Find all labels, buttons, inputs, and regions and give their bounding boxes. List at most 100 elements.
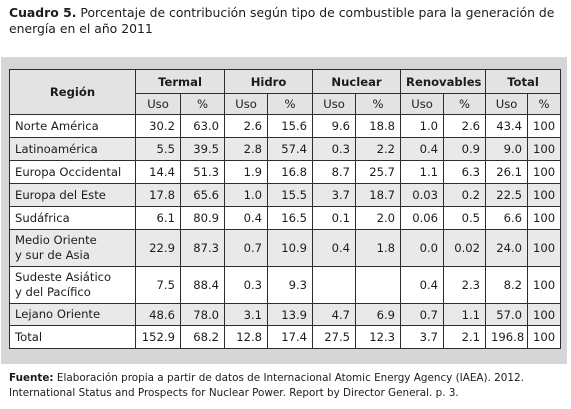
uso-cell: 22.5 bbox=[485, 183, 529, 207]
region-cell: Sudáfrica bbox=[9, 206, 136, 230]
uso-cell: 8.7 bbox=[312, 160, 357, 184]
pct-cell: 63.0 bbox=[179, 114, 226, 138]
uso-cell: 196.8 bbox=[485, 325, 529, 349]
pct-cell: 78.0 bbox=[179, 303, 226, 326]
uso-cell: 0.0 bbox=[400, 229, 445, 267]
pct-cell: 13.9 bbox=[267, 303, 314, 326]
pct-cell: 16.8 bbox=[267, 160, 314, 184]
pct-cell: 6.9 bbox=[355, 303, 402, 326]
pct-cell: 100 bbox=[527, 137, 562, 161]
region-cell: Total bbox=[9, 325, 136, 349]
pct-cell: 68.2 bbox=[179, 325, 226, 349]
uso-cell: 30.2 bbox=[135, 114, 181, 138]
table-row: Medio Oriente y sur de Asia 22.9 87.3 0.7 10.… bbox=[9, 229, 562, 267]
uso-cell: 6.1 bbox=[135, 206, 181, 230]
pct-cell bbox=[355, 266, 402, 304]
uso-cell: 14.4 bbox=[135, 160, 181, 184]
pct-cell: 39.5 bbox=[179, 137, 226, 161]
uso-cell: 1.9 bbox=[224, 160, 269, 184]
pct-cell: 16.5 bbox=[267, 206, 314, 230]
region-cell: Europa Occidental bbox=[9, 160, 136, 184]
uso-cell: 5.5 bbox=[135, 137, 181, 161]
uso-cell: 8.2 bbox=[485, 266, 529, 304]
uso-cell: 0.06 bbox=[400, 206, 445, 230]
group-header-total: Total bbox=[485, 69, 562, 94]
table-row: Norte América 30.2 63.0 2.6 15.6 9.6 18.8 1.0 2.… bbox=[9, 114, 562, 138]
subheader-pct: % bbox=[443, 93, 487, 115]
subheader-uso: Uso bbox=[312, 93, 357, 115]
uso-cell bbox=[312, 266, 357, 304]
caption-text: Porcentaje de contribución según tipo de… bbox=[9, 5, 555, 36]
uso-cell: 43.4 bbox=[485, 114, 529, 138]
pct-cell: 100 bbox=[527, 114, 562, 138]
pct-cell: 88.4 bbox=[179, 266, 226, 304]
pct-cell: 1.1 bbox=[443, 303, 487, 326]
uso-cell: 0.7 bbox=[400, 303, 445, 326]
uso-cell: 22.9 bbox=[135, 229, 181, 267]
pct-cell: 0.9 bbox=[443, 137, 487, 161]
uso-cell: 6.6 bbox=[485, 206, 529, 230]
pct-cell: 2.3 bbox=[443, 266, 487, 304]
uso-cell: 7.5 bbox=[135, 266, 181, 304]
region-cell: Medio Oriente y sur de Asia bbox=[9, 229, 136, 267]
subheader-pct: % bbox=[355, 93, 402, 115]
subheader-pct: % bbox=[267, 93, 314, 115]
uso-cell: 17.8 bbox=[135, 183, 181, 207]
region-cell: Lejano Oriente bbox=[9, 303, 136, 326]
uso-cell: 1.0 bbox=[224, 183, 269, 207]
uso-cell: 12.8 bbox=[224, 325, 269, 349]
table-row: Europa Occidental 14.4 51.3 1.9 16.8 8.7 25.7 1… bbox=[9, 160, 562, 184]
pct-cell: 80.9 bbox=[179, 206, 226, 230]
table-row: Sudáfrica 6.1 80.9 0.4 16.5 0.1 2.0 0.06 0.5 6.6 1… bbox=[9, 206, 562, 230]
pct-cell: 100 bbox=[527, 325, 562, 349]
uso-cell: 0.4 bbox=[400, 137, 445, 161]
uso-cell: 48.6 bbox=[135, 303, 181, 326]
region-cell: Sudeste Asiático y del Pacífico bbox=[9, 266, 136, 304]
subheader-pct: % bbox=[527, 93, 562, 115]
uso-cell: 9.6 bbox=[312, 114, 357, 138]
pct-cell: 6.3 bbox=[443, 160, 487, 184]
pct-cell: 10.9 bbox=[267, 229, 314, 267]
pct-cell: 2.6 bbox=[443, 114, 487, 138]
uso-cell: 0.7 bbox=[224, 229, 269, 267]
caption-label: Cuadro 5. bbox=[9, 5, 77, 20]
pct-cell: 57.4 bbox=[267, 137, 314, 161]
pct-cell: 100 bbox=[527, 183, 562, 207]
uso-cell: 57.0 bbox=[485, 303, 529, 326]
pct-cell: 17.4 bbox=[267, 325, 314, 349]
uso-cell: 1.0 bbox=[400, 114, 445, 138]
table-row: Latinoamérica 5.5 39.5 2.8 57.4 0.3 2.2 0.4 0.9 9… bbox=[9, 137, 562, 161]
uso-cell: 0.03 bbox=[400, 183, 445, 207]
uso-cell: 3.1 bbox=[224, 303, 269, 326]
pct-cell: 12.3 bbox=[355, 325, 402, 349]
pct-cell: 18.7 bbox=[355, 183, 402, 207]
uso-cell: 0.4 bbox=[312, 229, 357, 267]
uso-cell: 152.9 bbox=[135, 325, 181, 349]
pct-cell: 100 bbox=[527, 160, 562, 184]
pct-cell: 0.2 bbox=[443, 183, 487, 207]
pct-cell: 9.3 bbox=[267, 266, 314, 304]
table-row: Total 152.9 68.2 12.8 17.4 27.5 12.3 3.7 2.1 196.… bbox=[9, 325, 562, 349]
source-note: Fuente: Elaboración propia a partir de d… bbox=[9, 371, 565, 401]
region-cell: Europa del Este bbox=[9, 183, 136, 207]
pct-cell: 100 bbox=[527, 266, 562, 304]
subheader-pct: % bbox=[179, 93, 226, 115]
pct-cell: 25.7 bbox=[355, 160, 402, 184]
pct-cell: 1.8 bbox=[355, 229, 402, 267]
pct-cell: 100 bbox=[527, 206, 562, 230]
source-label: Fuente: bbox=[9, 372, 54, 384]
source-text: Elaboración propia a partir de datos de … bbox=[9, 372, 524, 399]
uso-cell: 2.8 bbox=[224, 137, 269, 161]
pct-cell: 0.02 bbox=[443, 229, 487, 267]
pct-cell: 18.8 bbox=[355, 114, 402, 138]
region-header: Región bbox=[9, 69, 136, 115]
pct-cell: 87.3 bbox=[179, 229, 226, 267]
uso-cell: 26.1 bbox=[485, 160, 529, 184]
table-row: Sudeste Asiático y del Pacífico 7.5 88.4 0.3… bbox=[9, 266, 562, 304]
subheader-uso: Uso bbox=[485, 93, 529, 115]
uso-cell: 3.7 bbox=[312, 183, 357, 207]
pct-cell: 51.3 bbox=[179, 160, 226, 184]
uso-cell: 24.0 bbox=[485, 229, 529, 267]
subheader-uso: Uso bbox=[400, 93, 445, 115]
group-header-nuclear: Nuclear bbox=[312, 69, 402, 94]
